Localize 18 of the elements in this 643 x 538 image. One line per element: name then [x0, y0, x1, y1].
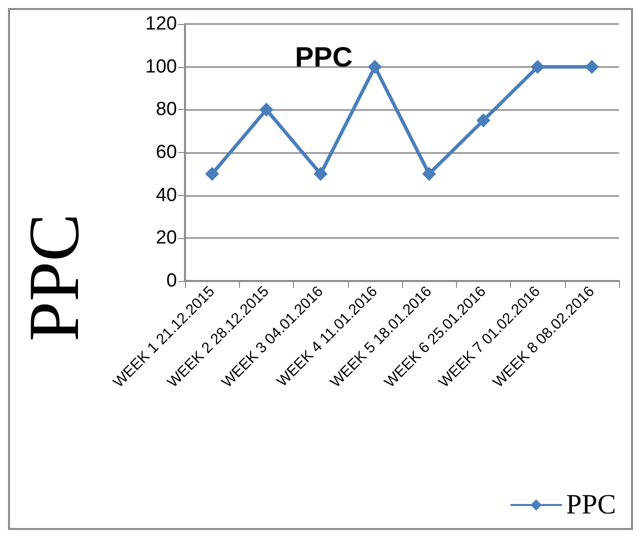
- point: [368, 60, 382, 74]
- point: [584, 60, 599, 74]
- point: [314, 166, 328, 181]
- point: [422, 166, 436, 181]
- point: [476, 113, 490, 128]
- y-tick-label: 100: [145, 56, 177, 78]
- y-tick-label: 20: [156, 228, 177, 249]
- y-tick-label: 0: [166, 270, 177, 292]
- y-axis-title: PPC: [14, 213, 94, 342]
- y-tick-label: 80: [156, 99, 177, 120]
- point: [530, 60, 545, 74]
- y-tick-label: 120: [145, 14, 177, 34]
- legend-label: PPC: [566, 490, 616, 520]
- y-tick-label: 40: [156, 184, 177, 206]
- point: [205, 166, 220, 181]
- point: [259, 102, 274, 117]
- y-tick-label: 60: [156, 142, 177, 163]
- text: PPC: [295, 42, 353, 72]
